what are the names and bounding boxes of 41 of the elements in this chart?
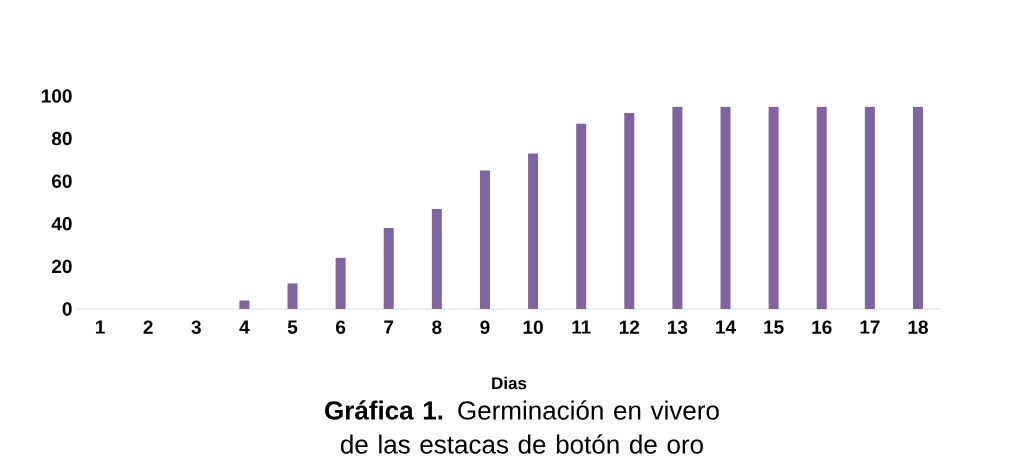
bar xyxy=(672,106,683,309)
y-tick-label: 20 xyxy=(51,259,72,274)
x-tick-label: 6 xyxy=(336,320,346,334)
y-tick-label: 0 xyxy=(62,302,72,316)
x-tick-label: 16 xyxy=(812,320,832,334)
text: Gráfica 1. Germinación en vivero de las estacas de botón de oro xyxy=(325,400,719,454)
bar xyxy=(864,106,875,309)
bar xyxy=(624,113,635,309)
bar xyxy=(383,228,394,309)
x-tick-label: 10 xyxy=(523,320,543,334)
x-tick-label: 9 xyxy=(480,320,490,334)
x-tick-label: 14 xyxy=(716,320,736,334)
bar xyxy=(528,153,539,309)
x-tick-label: 3 xyxy=(191,320,201,335)
bar xyxy=(431,208,442,309)
bar xyxy=(912,106,923,309)
x-tick-label: 13 xyxy=(668,320,688,335)
x-tick-label: 5 xyxy=(287,320,298,334)
bar xyxy=(287,283,298,309)
x-tick-label: 8 xyxy=(432,320,442,334)
bar xyxy=(335,257,346,309)
x-tick-label: 4 xyxy=(239,320,250,334)
x-tick-label: 15 xyxy=(764,320,784,334)
y-tick-label: 60 xyxy=(52,174,72,188)
x-tick-label: 12 xyxy=(619,320,640,334)
y-tick-label: 80 xyxy=(51,131,72,146)
x-tick-label: 1 xyxy=(95,320,105,334)
bar xyxy=(239,300,250,309)
bar xyxy=(720,106,731,309)
bar xyxy=(768,106,779,309)
y-tick-label: 40 xyxy=(51,217,72,231)
bar xyxy=(816,106,827,309)
x-tick-label: 7 xyxy=(384,320,394,334)
x-tick-label: 2 xyxy=(143,320,153,334)
y-tick-label: 100 xyxy=(41,89,72,103)
x-tick-label: 17 xyxy=(860,320,880,334)
bar xyxy=(576,123,587,309)
x-tick-label: 11 xyxy=(572,320,591,334)
x-tick-label: 18 xyxy=(908,320,928,334)
bar xyxy=(479,170,490,309)
x-axis-title: Dias xyxy=(492,376,527,390)
